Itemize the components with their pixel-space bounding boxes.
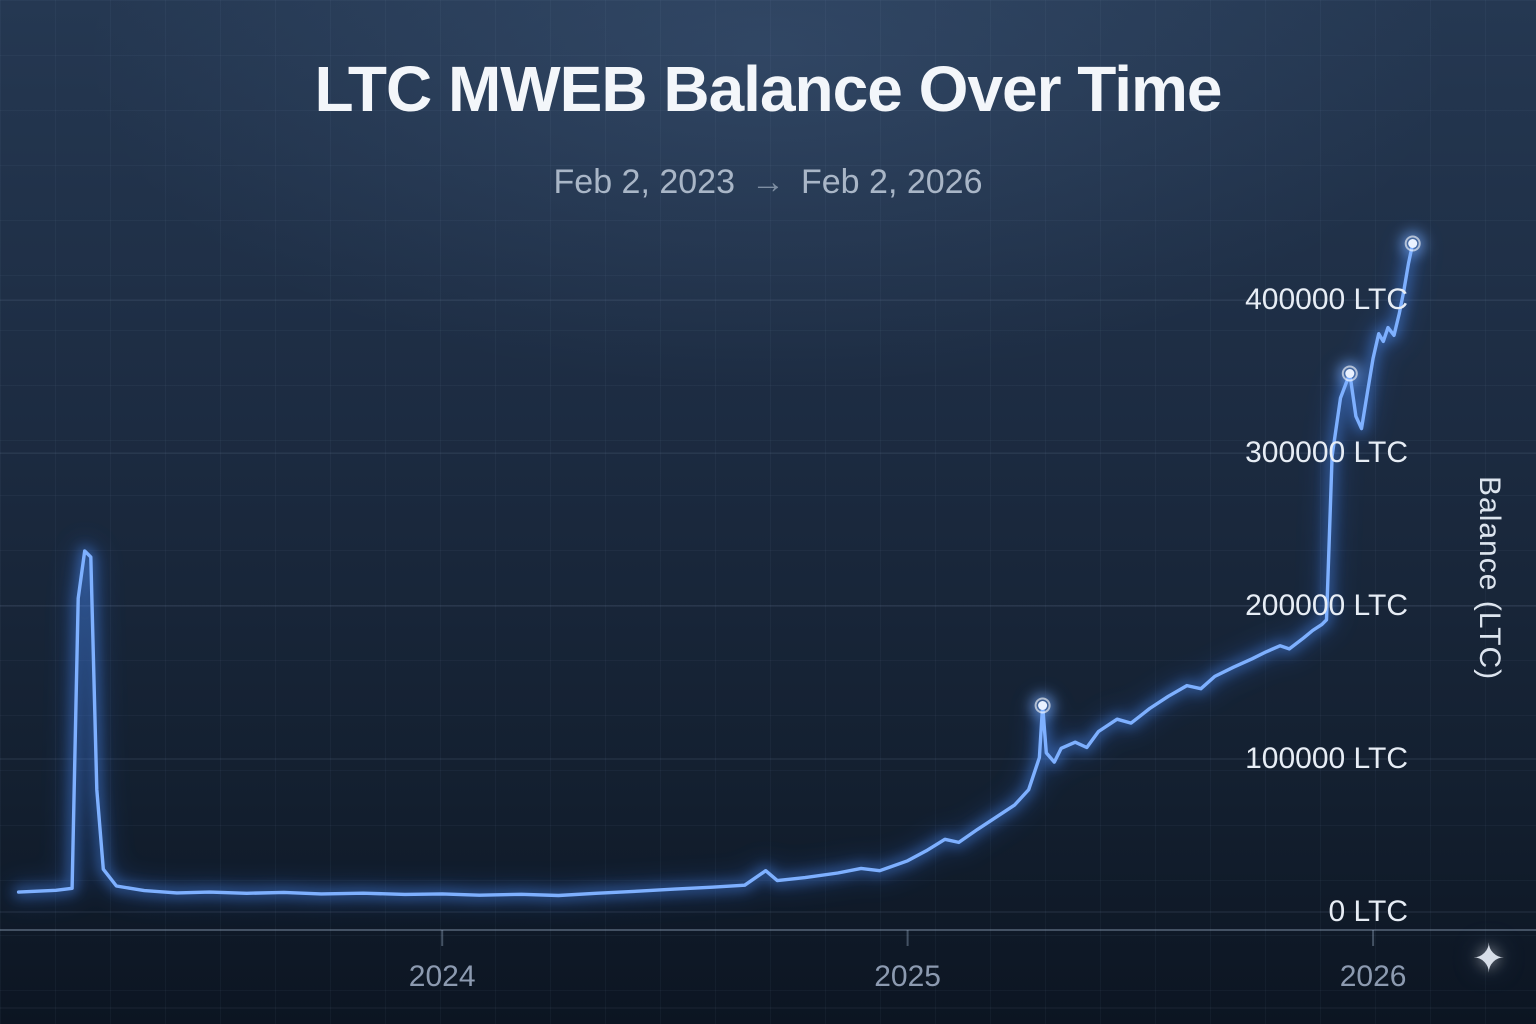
y-axis-title: Balance (LTC) — [1473, 476, 1506, 681]
y-tick-label: 300000 LTC — [1245, 436, 1408, 470]
date-range-end: Feb 2, 2026 — [801, 163, 983, 201]
gridlines — [0, 299, 1536, 913]
chart-title: LTC MWEB Balance Over Time — [314, 53, 1223, 125]
date-range-start: Feb 2, 2023 — [553, 163, 735, 201]
sparkle-icon: ✦ — [1472, 937, 1506, 981]
y-tick-label: 400000 LTC — [1245, 283, 1408, 317]
data-point-markers[interactable] — [1029, 230, 1426, 719]
x-tick-label: 2025 — [874, 960, 941, 993]
y-tick-label: 200000 LTC — [1245, 589, 1408, 623]
y-tick-label: 100000 LTC — [1245, 742, 1408, 776]
x-tick-label: 2026 — [1339, 960, 1407, 993]
date-range: Feb 2, 2023 → Feb 2, 2026 — [0, 163, 1536, 202]
x-tick-label: 2024 — [408, 960, 476, 993]
balance-line — [7, 232, 1424, 907]
x-axis — [0, 929, 1536, 1009]
arrow-right-icon: → — [751, 163, 785, 201]
y-tick-label: 0 LTC — [1328, 895, 1408, 928]
